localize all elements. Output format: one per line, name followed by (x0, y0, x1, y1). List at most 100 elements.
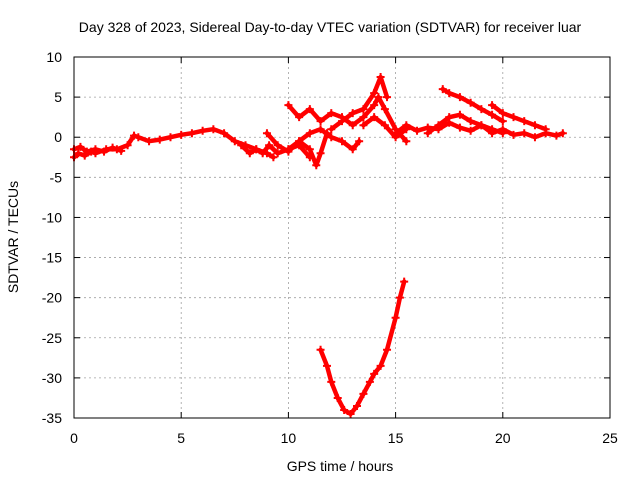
data-point (340, 405, 349, 414)
data-point (558, 129, 567, 138)
series-track-6 (284, 125, 364, 154)
data-point (305, 105, 314, 114)
data-point (552, 131, 561, 140)
data-point (327, 133, 336, 142)
series-track-13 (316, 277, 409, 418)
data-point (541, 125, 550, 134)
data-point (370, 113, 379, 122)
data-point (477, 121, 486, 130)
data-point (477, 105, 486, 114)
data-point (265, 141, 274, 150)
y-tick-label: 0 (54, 129, 62, 145)
data-point (445, 113, 454, 122)
data-point (269, 153, 278, 162)
data-point (466, 126, 475, 135)
data-point (262, 129, 271, 138)
data-point (370, 89, 379, 98)
data-point (145, 137, 154, 146)
data-point (466, 98, 475, 107)
data-point (498, 109, 507, 118)
data-point (445, 89, 454, 98)
data-point (509, 113, 518, 122)
data-point (346, 409, 355, 418)
data-point (312, 161, 321, 170)
data-point (305, 129, 314, 138)
data-point (155, 135, 164, 144)
data-point (284, 145, 293, 154)
data-point (370, 369, 379, 378)
y-tick-label: 10 (46, 49, 62, 65)
data-point (220, 129, 229, 138)
data-point (316, 117, 325, 126)
data-point (455, 123, 464, 132)
data-point (348, 109, 357, 118)
data-point (316, 345, 325, 354)
data-point (438, 85, 447, 94)
data-point (130, 131, 139, 140)
x-tick-label: 5 (177, 430, 185, 446)
chart-title: Day 328 of 2023, Sidereal Day-to-day VTE… (79, 19, 582, 35)
data-point (316, 149, 325, 158)
data-point (530, 121, 539, 130)
data-point (359, 105, 368, 114)
data-point (295, 113, 304, 122)
data-point (134, 133, 143, 142)
data-point (80, 151, 89, 160)
x-tick-label: 10 (281, 430, 297, 446)
data-point (237, 141, 246, 150)
x-tick-label: 20 (495, 430, 511, 446)
data-point (252, 145, 261, 154)
data-point (108, 143, 117, 152)
data-point (509, 130, 518, 139)
data-layer (70, 73, 567, 418)
y-tick-label: -35 (42, 410, 62, 426)
x-axis-title: GPS time / hours (287, 458, 394, 474)
data-point (74, 149, 83, 158)
series-track-8 (359, 113, 411, 142)
data-point (117, 146, 126, 155)
data-point (370, 101, 379, 110)
data-point (455, 110, 464, 119)
data-point (376, 361, 385, 370)
series-track-7 (327, 73, 392, 134)
data-point (187, 129, 196, 138)
y-tick-label: 5 (54, 89, 62, 105)
y-tick-label: -20 (42, 290, 62, 306)
data-point (391, 129, 400, 138)
data-point (284, 101, 293, 110)
data-point (413, 126, 422, 135)
grid (74, 57, 610, 418)
data-point (355, 137, 364, 146)
data-point (348, 145, 357, 154)
data-point (177, 130, 186, 139)
data-point (258, 149, 267, 158)
data-point (327, 377, 336, 386)
series-track-12 (423, 110, 507, 138)
y-tick-label: -15 (42, 250, 62, 266)
data-point (209, 125, 218, 134)
data-point (348, 121, 357, 130)
series-track-5 (284, 93, 411, 146)
data-point (166, 133, 175, 142)
data-point (359, 113, 368, 122)
data-point (488, 110, 497, 119)
data-point (82, 147, 91, 156)
data-point (322, 361, 331, 370)
data-point (374, 93, 383, 102)
data-point (466, 117, 475, 126)
data-point (498, 129, 507, 138)
data-point (353, 401, 362, 410)
data-point (230, 137, 239, 146)
data-point (365, 377, 374, 386)
data-point (376, 73, 385, 82)
data-point (123, 141, 132, 150)
series-track-10 (438, 85, 507, 126)
data-point (359, 121, 368, 130)
data-point (498, 117, 507, 126)
data-point (380, 105, 389, 114)
data-point (520, 117, 529, 126)
data-point (391, 313, 400, 322)
data-point (295, 137, 304, 146)
